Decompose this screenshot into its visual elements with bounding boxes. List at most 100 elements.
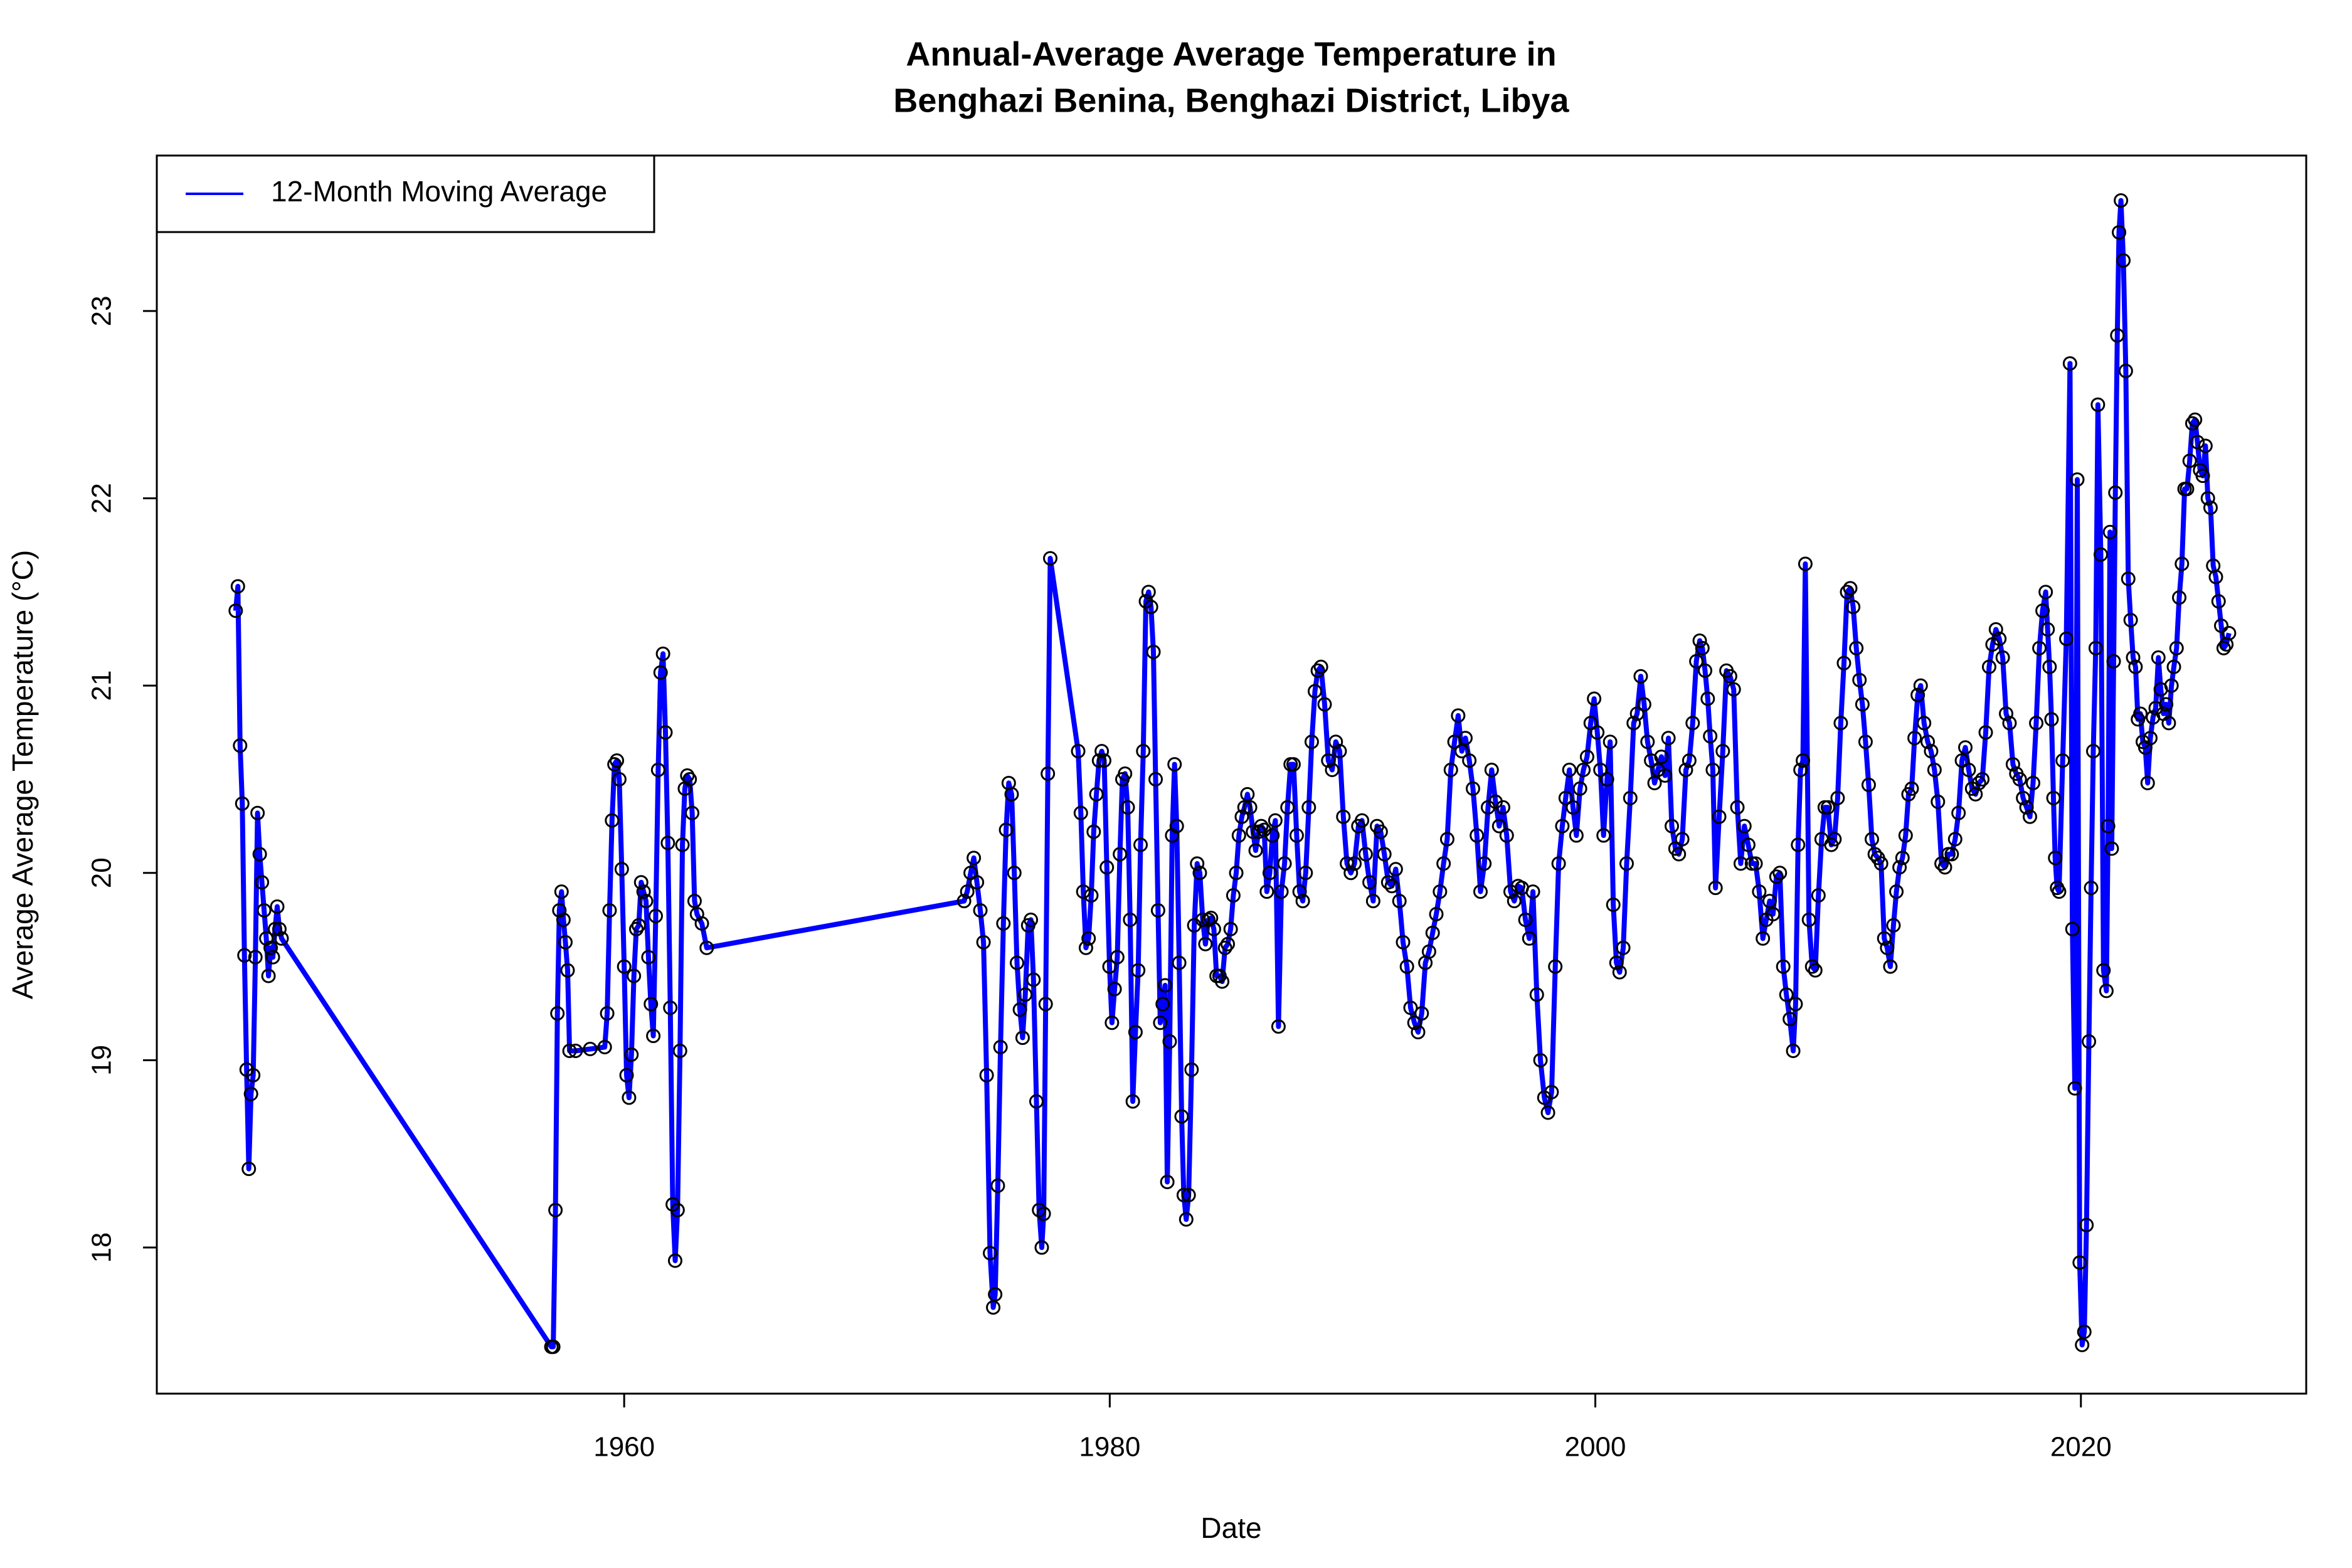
data-point: [1102, 959, 1117, 974]
data-point: [2100, 818, 2116, 834]
data-point: [2164, 678, 2179, 693]
data-point: [1091, 753, 1106, 768]
data-point: [1392, 894, 1407, 909]
data-point: [996, 916, 1011, 931]
chart-title: Annual-Average Average Temperature in: [906, 35, 1556, 73]
data-point: [1414, 1006, 1429, 1021]
data-point: [970, 875, 985, 890]
data-point: [1529, 987, 1544, 1002]
data-point: [1640, 734, 1655, 750]
data-point: [2079, 1217, 2094, 1232]
data-point: [1380, 875, 1396, 890]
data-point: [241, 1162, 257, 1177]
data-point: [270, 899, 285, 914]
data-point: [2044, 712, 2059, 727]
data-point: [1332, 744, 1347, 759]
data-point: [1295, 894, 1310, 909]
x-tick-label: 1980: [1079, 1432, 1140, 1463]
data-point: [1190, 856, 1205, 871]
data-point: [1198, 936, 1213, 951]
data-point: [263, 940, 278, 955]
data-point: [1403, 1000, 1418, 1015]
data-point: [2104, 841, 2119, 856]
data-point: [2077, 1324, 2092, 1339]
data-point: [1451, 708, 1466, 723]
data-point: [1898, 828, 1913, 843]
data-point: [2040, 622, 2055, 637]
data-point: [1153, 1015, 1168, 1030]
data-point: [2084, 881, 2099, 896]
data-point: [602, 903, 617, 918]
data-point: [1913, 678, 1928, 693]
data-point: [1340, 856, 1355, 871]
data-point: [2216, 640, 2231, 655]
data-point: [1904, 781, 1919, 796]
data-point: [243, 1086, 258, 1101]
data-point: [2094, 547, 2109, 562]
data-point: [268, 921, 283, 936]
data-point: [1587, 691, 1602, 706]
data-point: [1658, 768, 1673, 783]
data-point: [1522, 931, 1537, 946]
data-point: [1133, 837, 1148, 852]
data-point: [1240, 787, 1255, 802]
data-point: [1569, 828, 1584, 843]
data-point: [1286, 757, 1301, 772]
data-point: [1661, 731, 1676, 746]
data-point: [1473, 884, 1488, 899]
data-point: [1336, 809, 1351, 824]
data-point: [1619, 856, 1634, 871]
data-point: [1355, 813, 1370, 828]
data-point: [597, 1040, 612, 1055]
data-point: [1612, 965, 1627, 980]
data-point: [272, 921, 287, 936]
data-point: [230, 579, 245, 594]
data-point: [1999, 706, 2014, 721]
data-point: [1730, 800, 1745, 815]
data-point: [1131, 963, 1146, 978]
data-point: [993, 1040, 1008, 1055]
data-point: [682, 771, 697, 787]
data-point: [2022, 809, 2037, 824]
data-point: [2128, 659, 2143, 674]
data-point: [1944, 847, 1959, 862]
data-point: [1226, 888, 1241, 903]
data-point: [1150, 903, 1165, 918]
data-point: [2118, 363, 2133, 378]
data-point: [2005, 757, 2020, 772]
data-point: [1647, 775, 1662, 790]
data-point: [1396, 935, 1411, 950]
data-point: [1883, 959, 1898, 974]
data-point: [1855, 697, 1870, 712]
data-point: [1752, 884, 1767, 899]
data-point: [1465, 781, 1480, 796]
data-point: [672, 1043, 687, 1058]
data-point: [1089, 787, 1104, 802]
data-point: [1491, 818, 1507, 834]
data-point: [1910, 687, 1926, 702]
data-point: [1846, 600, 1861, 615]
data-point: [1007, 866, 1022, 881]
data-point: [1358, 847, 1373, 862]
data-point: [2070, 472, 2085, 487]
data-point: [1015, 1030, 1030, 1046]
data-point: [1043, 551, 1058, 566]
data-point: [1695, 640, 1710, 655]
data-point: [1277, 856, 1292, 871]
data-point: [1158, 978, 1173, 993]
data-point: [546, 1339, 561, 1354]
data-point: [2055, 753, 2070, 768]
data-point: [2082, 1034, 2097, 1049]
legend-label: 12-Month Moving Average: [271, 175, 607, 208]
data-point: [550, 1006, 565, 1021]
data-point: [1373, 824, 1388, 839]
x-tick-label: 2000: [1565, 1432, 1626, 1463]
data-point: [2161, 716, 2176, 731]
data-point: [235, 796, 250, 811]
data-point: [1036, 1206, 1051, 1221]
data-point: [967, 850, 982, 866]
data-point: [1593, 763, 1608, 778]
data-point: [1518, 912, 1533, 927]
data-point: [660, 835, 675, 850]
data-point: [1836, 655, 1851, 670]
